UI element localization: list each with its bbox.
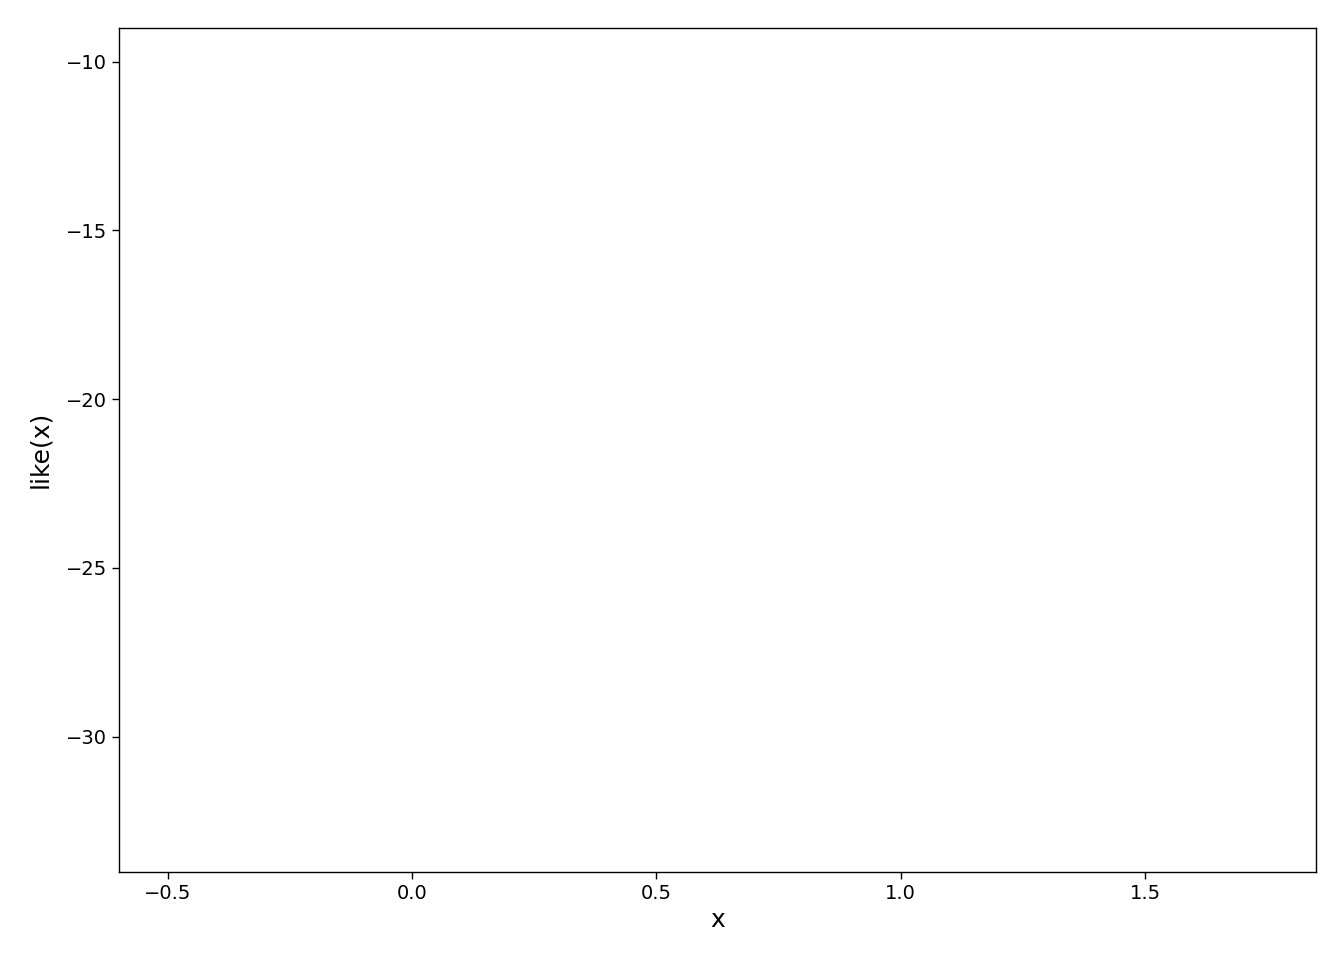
X-axis label: x: x bbox=[710, 908, 724, 932]
Y-axis label: like(x): like(x) bbox=[28, 411, 52, 489]
